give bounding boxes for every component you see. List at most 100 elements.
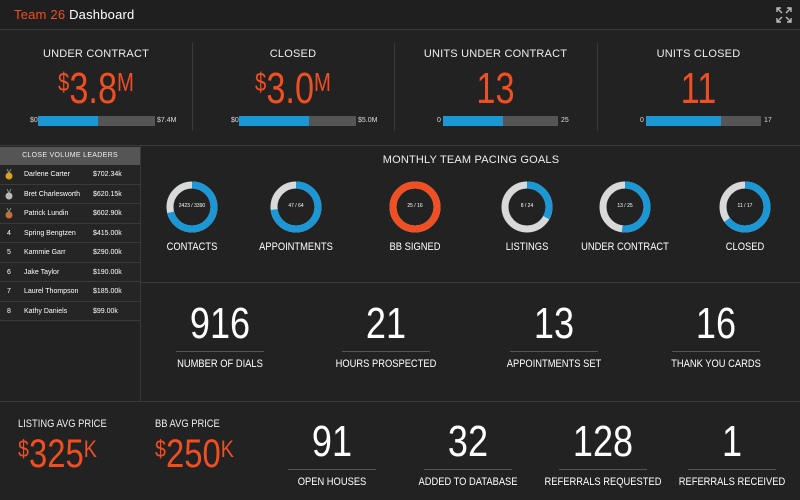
leader-row: 8 Kathy Daniels $99.00k [0, 302, 140, 321]
kpi-progress-fill [646, 116, 721, 126]
stat-label: OPEN HOUSES [297, 476, 367, 488]
donut-value: 11 / 17 [737, 203, 753, 209]
divider [0, 145, 800, 146]
donut-progress [270, 181, 322, 233]
leader-rank: 6 [7, 268, 11, 276]
kpi-units-closed: UNITS CLOSED 11 0 17 [597, 31, 800, 145]
stat-underline [424, 469, 512, 470]
leaders-header: CLOSE VOLUME LEADERS [0, 147, 140, 165]
donut-label: APPOINTMENTS [259, 241, 333, 253]
stat-value: 1 [721, 417, 743, 466]
stat-label: HOURS PROSPECTED [335, 358, 437, 370]
stat-value: 916 [189, 299, 251, 348]
pacing-donut: 13 / 25 [598, 180, 652, 234]
stat-thank-you-cards: 16 THANK YOU CARDS [636, 299, 796, 371]
stat-label: APPOINTMENTS SET [506, 358, 602, 370]
leader-row: Darlene Carter $702.34k [0, 165, 140, 185]
price-value: $325K [18, 432, 97, 476]
kpi-progress: 0 25 [437, 116, 569, 126]
donut-label: UNDER CONTRACT [581, 241, 669, 253]
leader-row: 5 Kammie Garr $290.00k [0, 243, 140, 263]
stat-value: 13 [533, 299, 575, 348]
listing-avg-price: LISTING AVG PRICE $325K [18, 418, 148, 477]
leader-name: Bret Charlesworth [24, 190, 81, 198]
kpi-row: UNDER CONTRACT $3.8M $0 $7.4M CLOSED $3.… [0, 31, 800, 145]
donut-ring [599, 181, 651, 233]
stat-value: 32 [447, 417, 489, 466]
kpi-label: UNITS CLOSED [656, 48, 741, 60]
kpi-value: 13 [476, 64, 515, 113]
pacing-donut: 2423 / 3390 [165, 180, 219, 234]
kpi-value: $3.0M [255, 64, 331, 113]
fullscreen-icon[interactable] [776, 7, 792, 23]
stat-appointments-set: 13 APPOINTMENTS SET [474, 299, 634, 371]
donut-progress [389, 181, 441, 233]
donut-progress [501, 181, 553, 233]
donut-ring [389, 181, 441, 233]
donut-progress [719, 181, 771, 233]
bb-avg-price: BB AVG PRICE $250K [155, 418, 285, 477]
stat-value: 16 [695, 299, 737, 348]
leader-row: Bret Charlesworth $620.15k [0, 185, 140, 204]
donut-label: CONTACTS [166, 241, 218, 253]
stat-referrals-received: 1 REFERRALS RECEIVED [652, 417, 800, 489]
leader-name: Laurel Thompson [24, 288, 79, 295]
leader-amount: $290.00k [93, 249, 122, 256]
kpi-progress-fill [38, 116, 98, 126]
medal-icon [5, 188, 13, 199]
kpi-progress-fill [239, 116, 310, 126]
leader-row: 4 Spring Bengtzen $415.00k [0, 224, 140, 243]
leader-rank: 7 [7, 288, 11, 295]
kpi-progress: $0 $7.4M [30, 116, 177, 126]
divider [141, 282, 800, 283]
leader-amount: $602.90k [93, 210, 122, 217]
stat-underline [342, 351, 430, 352]
close-volume-leaders-table: CLOSE VOLUME LEADERS Darlene Carter $702.… [0, 147, 140, 322]
dashboard-label: Dashboard [69, 7, 135, 22]
kpi-label: UNITS UNDER CONTRACT [423, 48, 568, 60]
leader-name: Spring Bengtzen [24, 229, 76, 237]
leader-name: Kammie Garr [24, 249, 66, 256]
leader-row: Patrick Lundin $602.90k [0, 204, 140, 224]
price-value: $250K [155, 432, 234, 476]
donut-value: 8 / 24 [520, 203, 534, 209]
stat-label: NUMBER OF DIALS [177, 358, 263, 370]
stat-referrals-requested: 128 REFERRALS REQUESTED [523, 417, 683, 489]
stat-label: ADDED TO DATABASE [418, 476, 518, 488]
stat-value: 91 [311, 417, 353, 466]
donut-value: 47 / 64 [288, 203, 304, 209]
kpi-value: 11 [680, 64, 717, 113]
donut-ring [719, 181, 771, 233]
donut-value: 25 / 16 [407, 203, 423, 209]
kpi-closed: CLOSED $3.0M $0 $5.0M [192, 31, 394, 145]
leader-amount: $702.34k [93, 171, 122, 178]
kpi-under-contract: UNDER CONTRACT $3.8M $0 $7.4M [0, 31, 192, 145]
stat-number-of-dials: 916 NUMBER OF DIALS [140, 300, 300, 370]
dashboard-title: Team 26 Dashboard [14, 7, 134, 22]
donut-label: CLOSED [725, 241, 765, 253]
kpi-label: UNDER CONTRACT [42, 48, 150, 60]
donut-ring [501, 181, 553, 233]
stat-added-to-database: 32 ADDED TO DATABASE [388, 417, 548, 489]
stat-underline [559, 469, 647, 470]
stat-value: 128 [572, 417, 634, 466]
pacing-donut: 11 / 17 [718, 180, 772, 234]
price-label: LISTING AVG PRICE [18, 418, 107, 430]
leader-name: Kathy Daniels [24, 307, 68, 315]
kpi-value: $3.8M [58, 64, 134, 113]
kpi-progress: $0 $5.0M [231, 116, 378, 126]
pacing-donut: 8 / 24 [500, 180, 554, 234]
donut-value: 2423 / 3390 [178, 203, 206, 209]
team-name: Team 26 [14, 7, 66, 22]
leader-name: Darlene Carter [24, 171, 70, 178]
leader-name: Patrick Lundin [24, 210, 69, 217]
donut-ring [166, 181, 218, 233]
divider [0, 401, 800, 402]
stat-underline [288, 469, 376, 470]
donut-value: 13 / 25 [617, 203, 633, 209]
kpi-units-under-contract: UNITS UNDER CONTRACT 13 0 25 [394, 31, 597, 145]
donut-label: BB SIGNED [389, 241, 441, 253]
leader-amount: $99.00k [93, 307, 118, 315]
leader-amount: $185.00k [93, 288, 122, 295]
leader-amount: $415.00k [93, 229, 122, 237]
